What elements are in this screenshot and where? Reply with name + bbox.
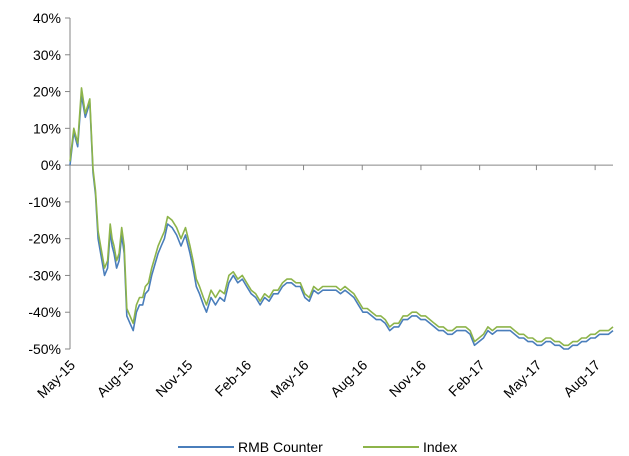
series-line-rmb-counter <box>69 94 614 350</box>
x-tick-label: May-15 <box>34 357 78 401</box>
x-tick-label: Feb-16 <box>212 357 255 400</box>
legend: RMB Counter Index <box>178 439 457 455</box>
x-tick-label: May-17 <box>500 357 544 401</box>
x-axis: May-15 Aug-15 Nov-15 Feb-16 May-16 Aug-16 Nov-… <box>34 164 613 401</box>
y-tick-label: -50% <box>28 341 61 357</box>
y-tick-label: 20% <box>33 84 61 100</box>
x-tick-label: Aug-15 <box>94 357 137 400</box>
y-tick-label: 10% <box>33 120 61 136</box>
y-tick-label: -20% <box>28 231 61 247</box>
x-tick-label: Nov-16 <box>386 357 429 400</box>
y-axis: 40% 30% 20% 10% 0% -10% -20% -30% -40% -50% <box>28 10 71 357</box>
series-lines <box>69 87 614 350</box>
y-tick-label: 40% <box>33 10 61 26</box>
series-line-index <box>69 87 614 347</box>
y-tick-label: -30% <box>28 267 61 283</box>
legend-label-rmb-counter: RMB Counter <box>238 439 323 455</box>
legend-label-index: Index <box>423 439 457 455</box>
x-tick-label: Nov-15 <box>152 357 195 400</box>
y-tick-label: 0% <box>41 157 61 173</box>
y-tick-label: 30% <box>33 47 61 63</box>
x-tick-label: May-16 <box>267 357 311 401</box>
x-tick-label: Aug-16 <box>327 357 370 400</box>
x-tick-label: Feb-17 <box>445 357 488 400</box>
y-tick-label: -10% <box>28 194 61 210</box>
x-tick-label: Aug-17 <box>560 357 603 400</box>
y-tick-label: -40% <box>28 304 61 320</box>
